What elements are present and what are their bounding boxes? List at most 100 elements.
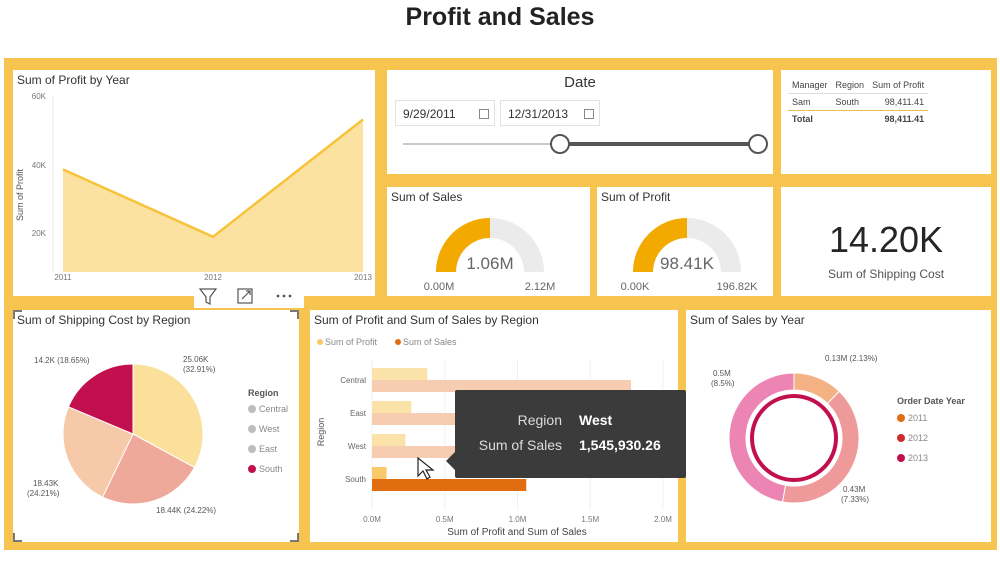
tooltip-key-sales: Sum of Sales bbox=[478, 437, 562, 453]
selection-frame bbox=[13, 310, 299, 542]
dashboard-canvas: Sum of Profit by Year Sum of Profit 60K … bbox=[4, 58, 997, 550]
legend-east[interactable]: East bbox=[259, 444, 278, 454]
legend-title: Region bbox=[248, 388, 279, 398]
card-value: 14.20K bbox=[828, 219, 944, 260]
pie-slice-west[interactable] bbox=[101, 433, 196, 505]
table-header: Manager Region Sum of Profit bbox=[788, 77, 929, 94]
area-line bbox=[62, 118, 364, 239]
slider-start-handle[interactable] bbox=[550, 134, 570, 154]
donut-slice-2013[interactable] bbox=[728, 372, 795, 503]
header-cell[interactable]: Sum of Profit bbox=[872, 80, 925, 90]
sales-gauge[interactable]: 1.06M 0.00M 2.12M bbox=[387, 187, 590, 296]
x-tick-label: 2.0M bbox=[654, 515, 672, 524]
donut-label-2011: 0.13M (2.13%) bbox=[825, 354, 878, 363]
slider-range bbox=[559, 142, 759, 146]
bottom-bar bbox=[0, 550, 1000, 563]
manager-table[interactable]: Manager Region Sum of Profit Sam South 9… bbox=[781, 70, 991, 174]
calendar-icon[interactable] bbox=[479, 109, 489, 119]
legend-dot-central bbox=[248, 405, 256, 413]
mouse-cursor-icon bbox=[417, 456, 435, 480]
gauge-min: 0.00K bbox=[621, 281, 650, 293]
end-date-value: 12/31/2013 bbox=[508, 107, 569, 121]
sales-by-year-visual[interactable]: Sum of Sales by Year 0.13M (2.13%) 0.43M… bbox=[686, 310, 991, 542]
date-slicer[interactable]: Date 9/29/2011 12/31/2013 bbox=[387, 70, 773, 174]
clustered-bar-chart[interactable]: Sum of Profit Sum of Sales Region Sum of… bbox=[310, 310, 678, 542]
table-cell: 98,411.41 bbox=[884, 97, 925, 107]
sales-donut-chart[interactable]: 0.13M (2.13%) 0.43M (7.33%) 0.5M (8.5%) Or… bbox=[686, 310, 991, 542]
gauge-value: 1.06M bbox=[466, 254, 513, 273]
bar-sales-south[interactable] bbox=[372, 479, 527, 491]
legend-2011[interactable]: 2011 bbox=[908, 413, 927, 423]
pie-slice-east[interactable] bbox=[62, 406, 134, 498]
bar-sales-central[interactable] bbox=[372, 380, 631, 392]
legend-sales[interactable]: Sum of Sales bbox=[403, 337, 457, 347]
table-cell: Sam bbox=[792, 97, 811, 107]
tooltip-val-sales: 1,545,930.26 bbox=[579, 437, 661, 453]
x-tick-label: 0.5M bbox=[436, 515, 454, 524]
sales-gauge-visual[interactable]: Sum of Sales 1.06M 0.00M 2.12M bbox=[387, 187, 590, 296]
profit-gauge[interactable]: 98.41K 0.00K 196.82K bbox=[597, 187, 773, 296]
legend-central[interactable]: Central bbox=[259, 404, 288, 414]
area-fill bbox=[63, 119, 363, 272]
tooltip-key-region: Region bbox=[517, 412, 562, 428]
profit-area-chart[interactable]: Sum of Profit 60K 40K 20K 2011 2012 2013 bbox=[13, 70, 375, 296]
focus-mode-icon[interactable] bbox=[237, 288, 253, 304]
profit-gauge-visual[interactable]: Sum of Profit 98.41K 0.00K 196.82K bbox=[597, 187, 773, 296]
bar-profit-west[interactable] bbox=[372, 434, 406, 446]
y-tick-label: South bbox=[345, 475, 366, 484]
y-tick-label: East bbox=[350, 409, 367, 418]
y-axis-label: Sum of Profit bbox=[15, 168, 25, 221]
gauge-value: 98.41K bbox=[660, 254, 715, 273]
profit-by-year-visual[interactable]: Sum of Profit by Year Sum of Profit 60K … bbox=[13, 70, 375, 296]
pie-slice-central[interactable] bbox=[132, 363, 204, 469]
shipping-by-region-visual[interactable]: Sum of Shipping Cost by Region 25.06K (32… bbox=[13, 310, 299, 542]
slider-end-handle[interactable] bbox=[748, 134, 768, 154]
pie-label-east: 18.43K (24.21%) bbox=[27, 479, 60, 498]
x-axis-label: Sum of Profit and Sum of Sales bbox=[447, 527, 587, 538]
legend-profit[interactable]: Sum of Profit bbox=[325, 337, 378, 347]
x-tick-label: 0.0M bbox=[363, 515, 381, 524]
legend-west[interactable]: West bbox=[259, 424, 280, 434]
pie-label-south: 14.2K (18.65%) bbox=[34, 356, 90, 365]
more-options-icon[interactable] bbox=[276, 294, 292, 298]
y-tick-20k: 20K bbox=[32, 229, 47, 238]
pie-slice-south[interactable] bbox=[67, 363, 134, 435]
legend-2013[interactable]: 2013 bbox=[908, 453, 928, 463]
start-date-value: 9/29/2011 bbox=[403, 107, 456, 121]
visual-title: Sum of Shipping Cost by Region bbox=[17, 313, 191, 327]
visual-title: Sum of Sales bbox=[391, 190, 463, 204]
legend-title: Order Date Year bbox=[897, 396, 965, 406]
filter-icon[interactable] bbox=[198, 288, 218, 305]
total-value: 98,411.41 bbox=[884, 114, 925, 124]
end-date-input[interactable]: 12/31/2013 bbox=[500, 100, 600, 126]
calendar-icon[interactable] bbox=[584, 109, 594, 119]
x-tick-label: 1.5M bbox=[581, 515, 599, 524]
gauge-max: 2.12M bbox=[525, 281, 556, 293]
header-cell[interactable]: Manager bbox=[792, 80, 828, 90]
total-row: Total 98,411.41 bbox=[788, 111, 928, 128]
bar-profit-east[interactable] bbox=[372, 401, 412, 413]
pie-label-central: 25.06K (32.91%) bbox=[183, 355, 216, 374]
bar-profit-south[interactable] bbox=[372, 467, 387, 479]
gauge-fill bbox=[633, 218, 687, 272]
visual-title: Sum of Profit bbox=[601, 190, 671, 204]
header-cell[interactable]: Region bbox=[835, 80, 865, 90]
legend-south[interactable]: South bbox=[259, 464, 283, 474]
total-label: Total bbox=[792, 114, 813, 124]
table-row: Sam South 98,411.41 bbox=[788, 94, 929, 111]
legend-dot-east bbox=[248, 445, 256, 453]
legend-2012[interactable]: 2012 bbox=[908, 433, 928, 443]
tooltip-val-region: West bbox=[579, 412, 613, 428]
table-cell: South bbox=[835, 97, 860, 107]
x-tick-label: 1.0M bbox=[509, 515, 527, 524]
y-axis-label: Region bbox=[316, 418, 326, 447]
visual-title: Sum of Profit by Year bbox=[17, 73, 130, 87]
y-tick-60k: 60K bbox=[32, 92, 47, 101]
shipping-pie-chart[interactable]: 25.06K (32.91%) 18.44K (24.22%) 18.43K (24… bbox=[13, 310, 299, 542]
bar-profit-central[interactable] bbox=[372, 368, 428, 380]
start-date-input[interactable]: 9/29/2011 bbox=[395, 100, 495, 126]
shipping-cost-card[interactable]: 14.20K Sum of Shipping Cost bbox=[781, 187, 991, 296]
slicer-title: Date bbox=[564, 74, 596, 91]
gauge-min: 0.00M bbox=[424, 281, 455, 293]
legend-dot-west bbox=[248, 425, 256, 433]
